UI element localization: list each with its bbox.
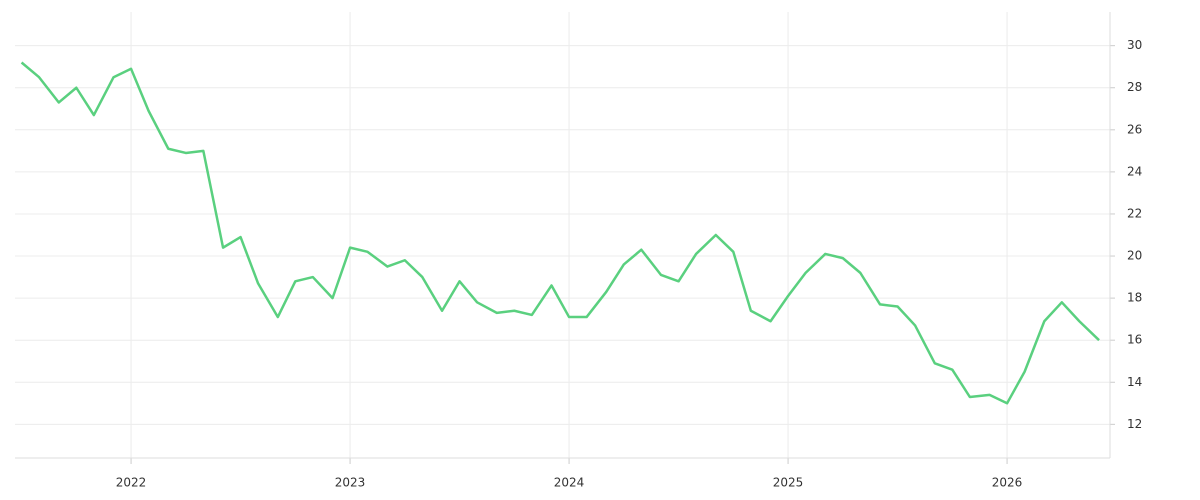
x-tick-label: 2024 [554, 476, 585, 490]
y-tick-label: 20 [1127, 249, 1142, 263]
y-tick-label: 22 [1127, 206, 1142, 220]
y-tick-label: 18 [1127, 291, 1142, 305]
y-tick-label: 30 [1127, 38, 1142, 52]
x-tick-label: 2023 [335, 476, 366, 490]
x-tick-label: 2025 [773, 476, 804, 490]
y-tick-label: 26 [1127, 122, 1142, 136]
y-tick-label: 24 [1127, 164, 1142, 178]
x-tick-label: 2022 [116, 476, 147, 490]
x-tick-label: 2026 [992, 476, 1023, 490]
y-tick-label: 12 [1127, 417, 1142, 431]
y-tick-label: 14 [1127, 375, 1142, 389]
data-line [20, 61, 1100, 405]
y-tick-label: 28 [1127, 80, 1142, 94]
y-tick-label: 16 [1127, 333, 1142, 347]
